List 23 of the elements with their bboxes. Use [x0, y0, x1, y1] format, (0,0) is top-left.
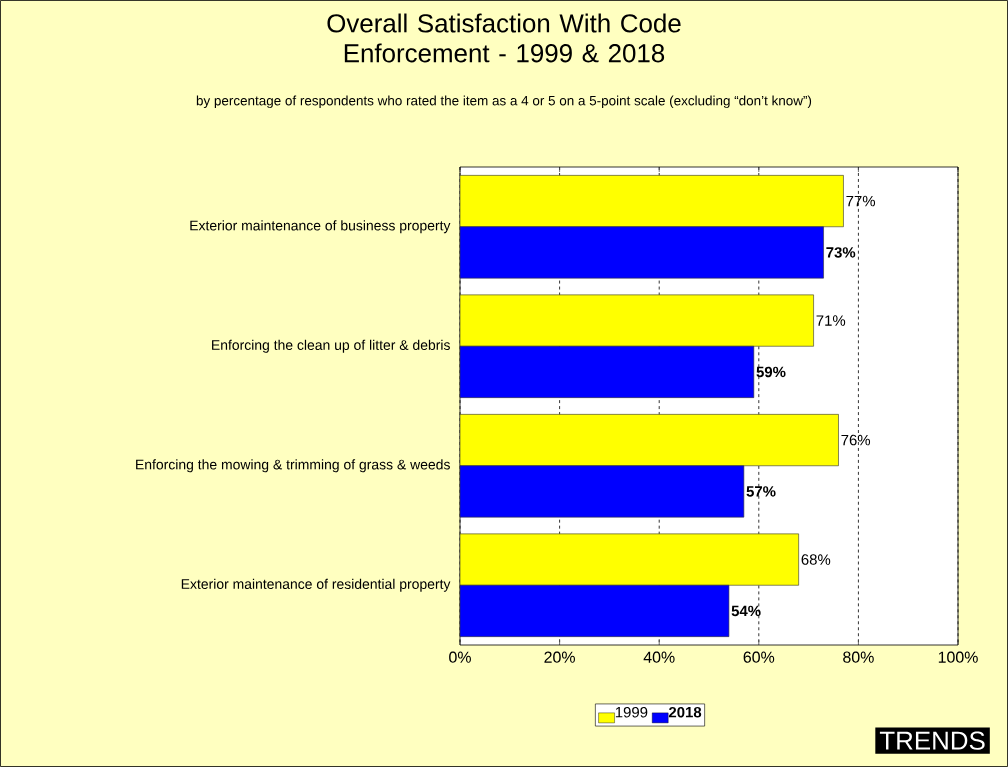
chart-subtitle: by percentage of respondents who rated the item as a 4 or 5 on a 5-point scale (excluding “don’t know”) [196, 95, 812, 109]
data-label: 54% [731, 605, 761, 617]
x-tick-label: 80% [843, 651, 874, 663]
y-tick-label: Exterior maintenance of residential property [181, 578, 451, 592]
data-label: 73% [826, 247, 856, 258]
data-label: 76% [841, 434, 871, 446]
data-label: 59% [756, 366, 786, 378]
data-label: 68% [801, 554, 831, 565]
data-label: 71% [816, 315, 846, 326]
x-tick-label: 60% [743, 651, 775, 663]
y-tick-label: Exterior maintenance of business property [190, 220, 451, 234]
x-tick-label: 40% [643, 651, 675, 663]
y-tick-label: Enforcing the mowing & trimming of grass & weeds [136, 459, 450, 473]
data-label: 57% [746, 486, 776, 497]
legend-label: 2018 [668, 706, 702, 718]
chart-title: Overall Satisfaction With Code Enforcement - 1999 & 2018 [327, 13, 681, 63]
x-tick-label: 100% [938, 651, 978, 663]
legend-label: 1999 [615, 706, 648, 718]
text: TRENDS [879, 731, 985, 750]
y-tick-label: Enforcing the clean up of litter & debris [212, 339, 450, 353]
x-tick-label: 20% [544, 651, 575, 663]
x-tick-label: 0% [449, 651, 471, 663]
data-label: 77% [846, 195, 876, 207]
